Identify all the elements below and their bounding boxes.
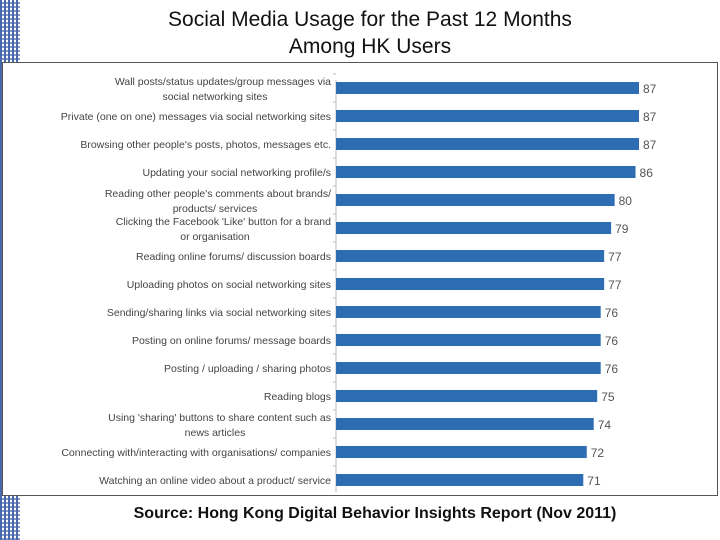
tick-label: Posting / uploading / sharing photos [164, 363, 331, 375]
data-label: 87 [643, 110, 657, 124]
bar [336, 110, 639, 122]
tick-label: Private (one on one) messages via social… [61, 111, 331, 123]
bar [336, 362, 601, 374]
bar [336, 166, 636, 178]
bar [336, 278, 605, 290]
data-label: 76 [605, 306, 619, 320]
tick-label: Wall posts/status updates/group messages… [115, 76, 331, 88]
tick-label: Reading other people's comments about br… [105, 188, 331, 200]
data-label: 77 [608, 250, 622, 264]
title-line-1: Social Media Usage for the Past 12 Month… [168, 8, 572, 31]
bar [336, 390, 598, 402]
bar-chart: 87 Wall posts/status updates/group messag… [61, 73, 657, 492]
data-label: 74 [598, 418, 612, 432]
tick-label: Posting on online forums/ message boards [132, 335, 331, 347]
tick-label: news articles [185, 427, 246, 439]
data-label: 86 [640, 166, 654, 180]
data-label: 76 [605, 334, 619, 348]
tick-label: Using 'sharing' buttons to share content… [108, 412, 331, 424]
chart-frame: 87 Wall posts/status updates/group messag… [2, 62, 718, 496]
tick-label: Reading online forums/ discussion boards [136, 251, 331, 263]
data-label: 87 [643, 138, 657, 152]
tick-label: Clicking the Facebook 'Like' button for … [116, 216, 331, 228]
slide-title: Social Media Usage for the Past 12 Month… [20, 6, 720, 60]
source-note: Source: Hong Kong Digital Behavior Insig… [133, 505, 617, 522]
tick-label: products/ services [173, 203, 258, 215]
bar [336, 418, 594, 430]
bar [336, 82, 639, 94]
data-label: 71 [587, 474, 601, 488]
data-label: 87 [643, 82, 657, 96]
bar [336, 222, 612, 234]
tick-label: Reading blogs [264, 391, 331, 403]
data-label: 75 [601, 390, 615, 404]
bar [336, 446, 587, 458]
bar [336, 138, 639, 150]
data-label: 79 [615, 222, 629, 236]
bar [336, 306, 601, 318]
tick-label: or organisation [180, 231, 250, 243]
data-label: 80 [619, 194, 633, 208]
data-label: 76 [605, 362, 619, 376]
bar [336, 250, 605, 262]
tick-label: Browsing other people's posts, photos, m… [80, 139, 331, 151]
tick-label: Connecting with/interacting with organis… [61, 447, 331, 459]
tick-label: social networking sites [162, 91, 267, 103]
title-line-2: Among HK Users [288, 35, 452, 58]
tick-label: Uploading photos on social networking si… [127, 279, 331, 291]
data-label: 72 [591, 446, 605, 460]
bar [336, 194, 615, 206]
tick-label: Sending/sharing links via social network… [107, 307, 331, 319]
bar [336, 334, 601, 346]
data-label: 77 [608, 278, 622, 292]
tick-label: Updating your social networking profile/… [142, 167, 331, 179]
tick-label: Watching an online video about a product… [99, 475, 331, 487]
bar [336, 474, 584, 486]
